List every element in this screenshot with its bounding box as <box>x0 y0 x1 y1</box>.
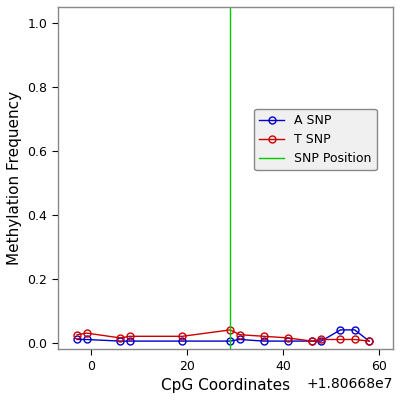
Legend: A SNP, T SNP, SNP Position: A SNP, T SNP, SNP Position <box>254 109 377 170</box>
X-axis label: CpG Coordinates: CpG Coordinates <box>161 378 290 393</box>
Y-axis label: Methylation Frequency: Methylation Frequency <box>7 91 22 265</box>
